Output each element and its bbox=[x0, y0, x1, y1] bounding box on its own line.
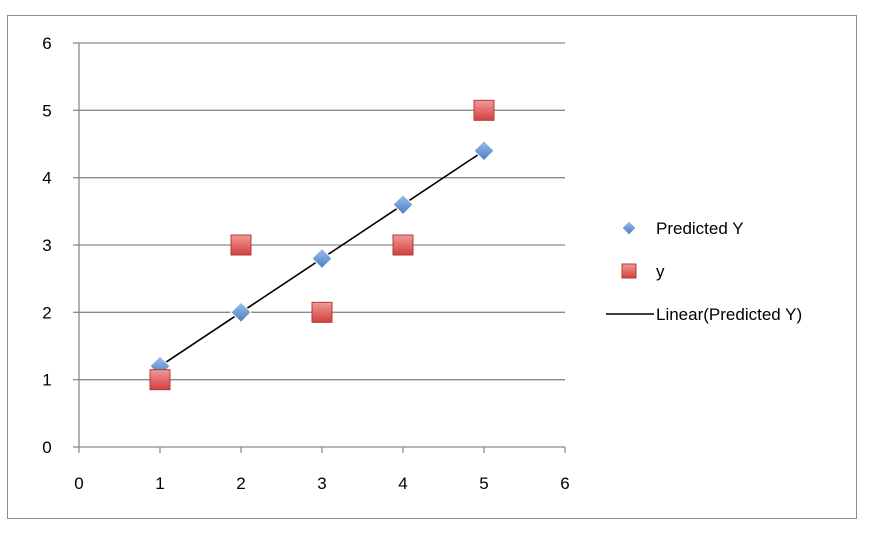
y-tick-label: 5 bbox=[42, 101, 51, 120]
x-tick-label: 3 bbox=[317, 474, 326, 493]
y-tick-label: 3 bbox=[42, 236, 51, 255]
point-y bbox=[392, 234, 414, 256]
point-y bbox=[311, 301, 333, 323]
legend-marker-predicted-y bbox=[621, 220, 637, 236]
legend-label-linear: Linear(Predicted Y) bbox=[656, 305, 802, 324]
legend-label-predicted-y: Predicted Y bbox=[656, 219, 744, 238]
legend-marker-y bbox=[621, 263, 637, 279]
point-y bbox=[230, 234, 252, 256]
y-tick-label: 1 bbox=[42, 371, 51, 390]
y-tick-label: 6 bbox=[42, 34, 51, 53]
point-predicted-y bbox=[392, 193, 414, 216]
point-predicted-y bbox=[473, 140, 495, 162]
x-tick-label: 5 bbox=[479, 474, 488, 493]
x-tick-label: 1 bbox=[155, 474, 164, 493]
x-tick-label: 0 bbox=[74, 474, 83, 493]
point-predicted-y bbox=[311, 247, 333, 270]
y-tick-label: 2 bbox=[42, 303, 51, 322]
x-tick-label: 6 bbox=[560, 474, 569, 493]
y-tick-label: 0 bbox=[42, 438, 51, 457]
chart-frame bbox=[7, 15, 857, 519]
legend-label-y: y bbox=[656, 262, 665, 281]
x-tick-label: 4 bbox=[398, 474, 407, 493]
point-y bbox=[149, 369, 171, 391]
y-tick-label: 4 bbox=[42, 169, 51, 188]
point-y bbox=[473, 99, 495, 121]
point-predicted-y bbox=[230, 301, 252, 324]
x-tick-label: 2 bbox=[236, 474, 245, 493]
